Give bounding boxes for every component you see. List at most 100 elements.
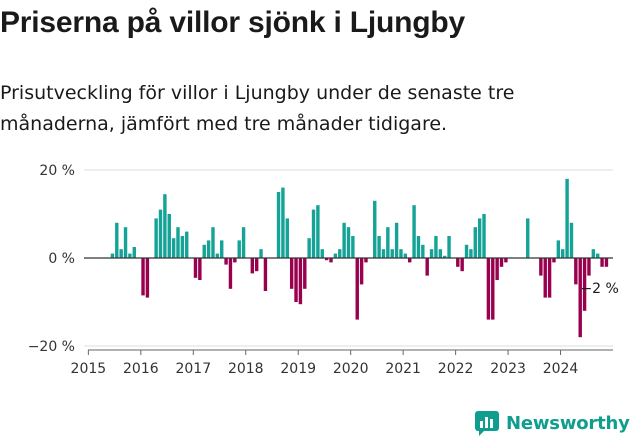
x-tick-label: 2017	[175, 361, 211, 377]
bar	[176, 227, 180, 258]
bar	[351, 236, 355, 258]
y-tick-label: 20 %	[39, 163, 75, 179]
x-tick-label: 2022	[438, 361, 474, 377]
last-value-label: −2 %	[580, 281, 618, 297]
bar	[333, 253, 338, 258]
labels: 20 % 0 % −20 % 2015 2016 2017 2018 2019 2020 2021…	[28, 163, 619, 377]
bar	[215, 253, 220, 258]
bar	[447, 236, 451, 258]
bar	[578, 258, 582, 338]
bar	[320, 249, 324, 258]
bar	[254, 258, 259, 272]
bar	[185, 231, 189, 258]
bar	[552, 258, 556, 263]
newsworthy-logo: Newsworthy	[474, 408, 630, 438]
bar	[403, 253, 408, 258]
page-subtitle: Prisutveckling för villor i Ljungby unde…	[0, 82, 515, 135]
bar	[425, 258, 429, 276]
bar	[228, 258, 233, 289]
bar	[359, 258, 364, 285]
bar	[110, 253, 115, 258]
bar	[206, 240, 211, 258]
bar	[587, 258, 591, 276]
bar	[438, 249, 443, 258]
x-tick-label: 2020	[333, 361, 369, 377]
bar	[543, 258, 547, 298]
bar	[324, 258, 329, 261]
bar	[595, 253, 600, 258]
bar	[499, 258, 504, 267]
bar	[289, 258, 294, 289]
bar	[412, 205, 416, 258]
bar	[171, 238, 176, 258]
bar	[486, 258, 491, 320]
bar	[250, 258, 255, 274]
axes	[84, 257, 613, 355]
bar	[442, 255, 447, 258]
y-tick-label: −20 %	[28, 339, 75, 355]
bar	[224, 258, 228, 265]
bar	[285, 218, 289, 258]
bar	[128, 253, 132, 258]
bar	[539, 258, 543, 276]
bar	[241, 227, 246, 258]
bar	[364, 258, 368, 263]
bar	[115, 222, 119, 258]
bar	[338, 249, 342, 258]
page-title: Priserna på villor sjönk i Ljungby	[0, 6, 465, 39]
bar	[561, 249, 565, 258]
bar	[482, 214, 486, 258]
x-tick-label: 2019	[280, 361, 316, 377]
bar	[582, 258, 587, 311]
bar	[604, 258, 609, 267]
bar	[342, 222, 346, 258]
bar	[132, 247, 136, 258]
bar	[408, 258, 412, 263]
bar	[211, 227, 215, 258]
bar	[311, 209, 316, 258]
bar	[565, 178, 569, 258]
bar	[220, 240, 224, 258]
bar	[202, 244, 206, 258]
bar	[373, 200, 377, 258]
bar	[316, 205, 320, 258]
bar	[491, 258, 495, 320]
x-tick-label: 2016	[123, 361, 159, 377]
bar	[123, 227, 128, 258]
bar	[394, 222, 399, 258]
bar	[399, 249, 403, 258]
bar	[390, 249, 394, 258]
bar	[259, 249, 263, 258]
bar	[556, 240, 561, 258]
x-tick-label: 2024	[543, 361, 579, 377]
bar	[154, 218, 158, 258]
bar	[237, 240, 241, 258]
gridlines	[84, 169, 613, 347]
bar	[355, 258, 359, 320]
bar	[591, 249, 596, 258]
bar	[464, 244, 469, 258]
y-tick-label: 0 %	[48, 251, 75, 267]
brand-name: Newsworthy	[506, 412, 630, 434]
x-tick-label: 2023	[490, 361, 526, 377]
bar	[294, 258, 298, 302]
bar	[377, 236, 381, 258]
bar	[574, 258, 578, 285]
bar	[569, 222, 574, 258]
bar	[504, 258, 508, 263]
bar	[141, 258, 145, 296]
bar	[547, 258, 552, 298]
bar	[473, 227, 477, 258]
bar	[307, 238, 311, 258]
bar	[303, 258, 307, 289]
bar	[119, 249, 123, 258]
bar	[434, 236, 438, 258]
bar	[526, 218, 530, 258]
bar	[298, 258, 303, 305]
bars	[110, 178, 609, 338]
bar	[381, 249, 386, 258]
x-tick-label: 2021	[385, 361, 421, 377]
bar-chart: 20 % 0 % −20 % 2015 2016 2017 2018 2019 2020 2021…	[28, 163, 619, 377]
bar	[198, 258, 202, 280]
bar	[163, 194, 167, 258]
